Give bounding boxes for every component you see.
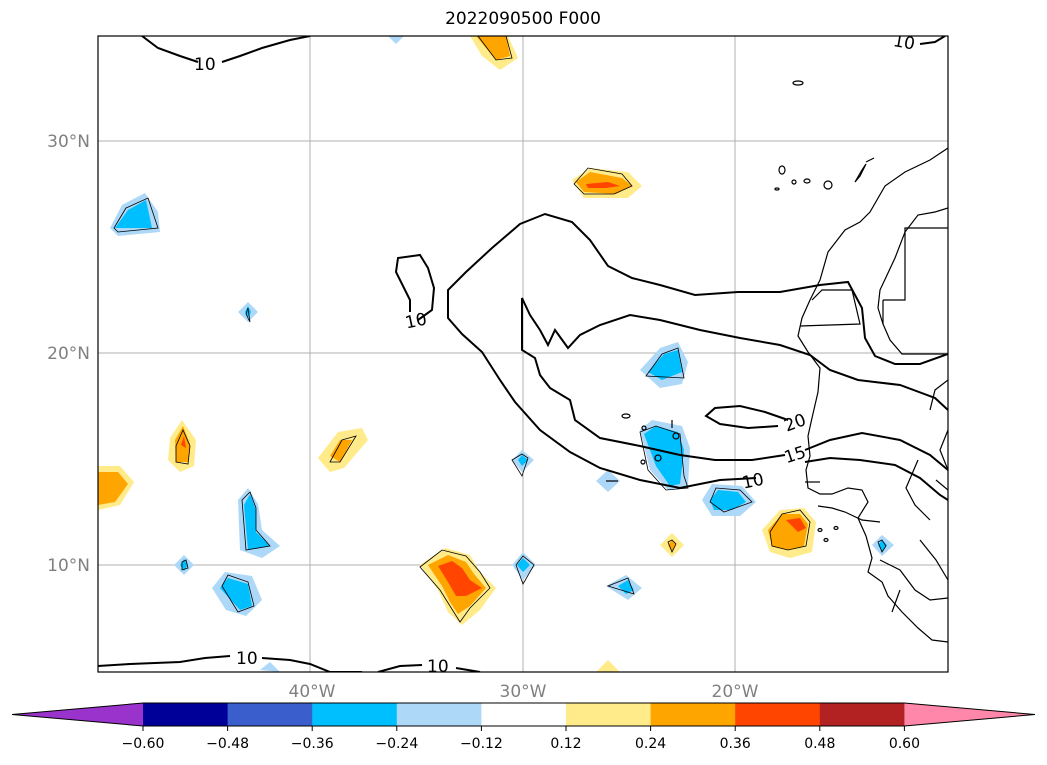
contour-10-island — [394, 253, 436, 321]
contour-label: 10 — [427, 657, 449, 677]
map-area: 10 10 10 10 10 10 15 20 — [98, 31, 948, 677]
contour-15 — [521, 297, 948, 461]
patch-outlines — [113, 36, 887, 623]
colorbar-tick-label: 0.60 — [889, 736, 920, 752]
contour-10-top-left — [141, 36, 199, 63]
colorbar-segment — [143, 703, 229, 726]
contour-label: 10 — [403, 309, 428, 333]
colorbar-segment — [481, 703, 567, 726]
colorbar-tick-label: −0.60 — [122, 736, 165, 752]
colorbar-extend-high — [904, 703, 1035, 726]
colorbar-tick-label: −0.12 — [460, 736, 503, 752]
contour-20 — [704, 404, 789, 430]
contour-10-bottom — [98, 655, 231, 667]
colorbar-segment — [396, 703, 482, 726]
colorbar-segment — [566, 703, 652, 726]
contour-label: 10 — [194, 55, 216, 75]
lat-labels: 30°N 20°N 10°N — [47, 132, 90, 576]
contour-label: 10 — [892, 31, 917, 54]
negative-patch — [115, 200, 152, 228]
colorbar-tick-label: −0.48 — [206, 736, 249, 752]
colorbar: −0.60 −0.48 −0.36 −0.24 −0.12 0.12 0.24 0.36 0.4… — [11, 702, 1036, 752]
contour-label: 10 — [740, 470, 765, 494]
colorbar-segment — [735, 703, 821, 726]
colorbar-segment — [227, 703, 313, 726]
contour-10-top-right — [919, 36, 946, 45]
colorbar-segment — [312, 703, 398, 726]
lat-label-20n: 20°N — [47, 344, 90, 364]
map-frame — [97, 35, 949, 673]
lon-labels: 40°W 30°W 20°W — [289, 682, 759, 702]
contour-labels: 10 10 10 10 10 10 15 20 — [194, 31, 917, 677]
lon-label-40w: 40°W — [289, 682, 336, 702]
colorbar-extend-low — [12, 703, 143, 726]
lon-label-30w: 30°W — [500, 682, 547, 702]
colorbar-tick-label: 0.24 — [635, 736, 666, 752]
colorbar-tick-label: −0.36 — [291, 736, 334, 752]
colorbar-segment — [819, 703, 905, 726]
lat-label-30n: 30°N — [47, 132, 90, 152]
colorbar-tick-label: 0.12 — [550, 736, 581, 752]
map-title: 2022090500 F000 — [445, 9, 601, 29]
contour-lines — [98, 36, 948, 672]
contour-10-main — [447, 212, 948, 490]
lon-label-20w: 20°W — [712, 682, 759, 702]
contour-label: 10 — [236, 649, 258, 669]
colorbar-tick-label: 0.36 — [720, 736, 751, 752]
colorbar-segment — [650, 703, 736, 726]
colorbar-tick-label: 0.48 — [804, 736, 835, 752]
lat-label-10n: 10°N — [47, 556, 90, 576]
colorbar-tick-label: −0.24 — [375, 736, 418, 752]
